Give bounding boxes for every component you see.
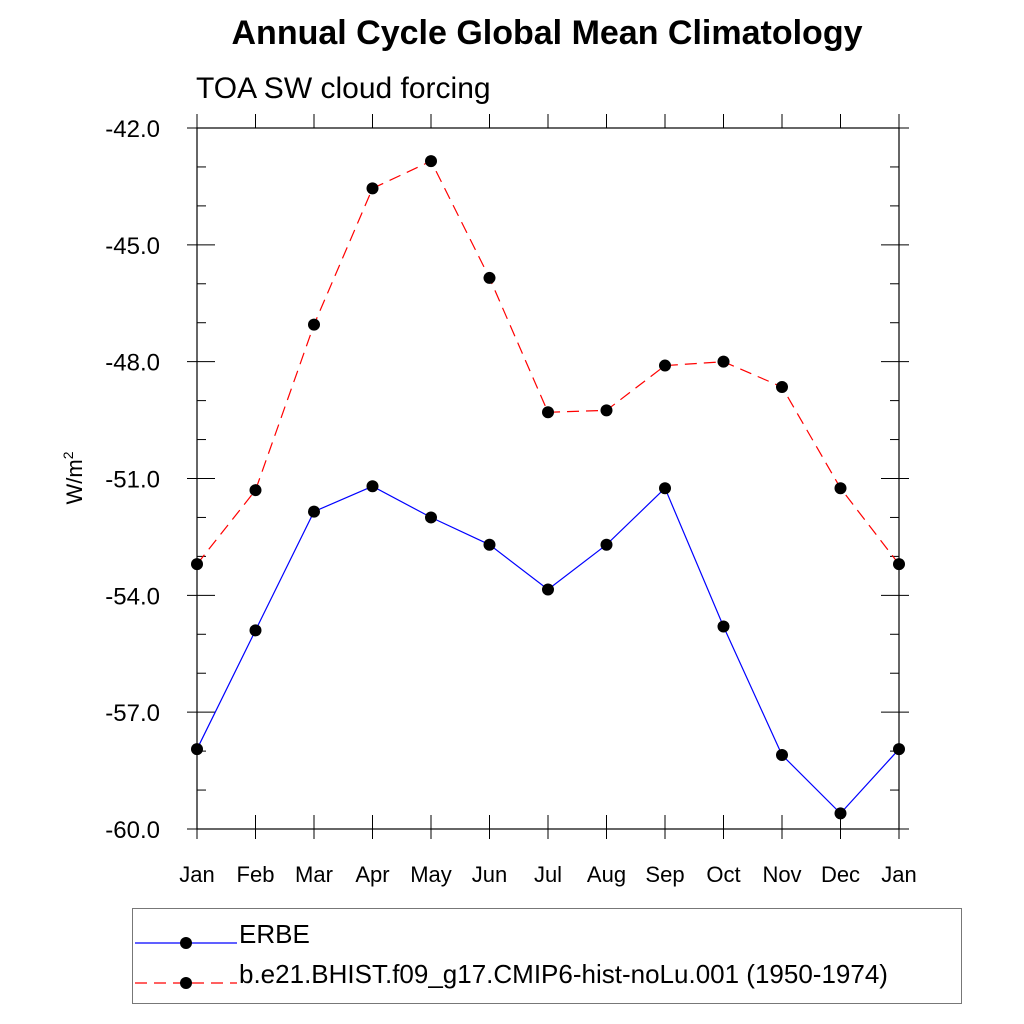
legend-swatch-erbe bbox=[135, 937, 237, 949]
series-1-point bbox=[600, 404, 613, 417]
y-axis-label: W/m2 bbox=[60, 451, 87, 504]
legend-label-erbe: ERBE bbox=[239, 919, 310, 949]
series-0-point bbox=[483, 538, 496, 551]
series-line-1 bbox=[196, 160, 900, 565]
series-1-point bbox=[542, 406, 554, 419]
x-tick-label: Mar bbox=[295, 862, 333, 887]
series-1-point bbox=[834, 482, 847, 495]
y-tick-label: -57.0 bbox=[105, 700, 160, 727]
x-tick-label: Nov bbox=[762, 862, 801, 887]
series-1-point bbox=[249, 484, 262, 497]
series-1-point bbox=[776, 380, 788, 393]
legend-label-model: b.e21.BHIST.f09_g17.CMIP6-hist-noLu.001 … bbox=[239, 959, 888, 989]
y-tick-label: -48.0 bbox=[105, 350, 160, 377]
series-0-point bbox=[425, 511, 437, 524]
x-tick-label: Dec bbox=[821, 862, 860, 887]
legend-swatch-model bbox=[135, 977, 237, 989]
axis-ticks bbox=[187, 114, 909, 839]
series-0-point bbox=[834, 807, 847, 820]
x-tick-label: Jan bbox=[179, 862, 214, 887]
series-0-point bbox=[308, 505, 320, 518]
x-tick-label: Jul bbox=[534, 862, 562, 887]
y-tick-label: -45.0 bbox=[105, 233, 160, 260]
series-1-point bbox=[483, 271, 496, 284]
y-tick-label: -60.0 bbox=[105, 817, 160, 844]
series-group bbox=[191, 155, 905, 820]
x-tick-label: Aug bbox=[587, 862, 626, 887]
series-0-point bbox=[366, 480, 379, 493]
series-0-point bbox=[191, 743, 203, 756]
series-0-point bbox=[659, 482, 671, 495]
x-tick-label: Jan bbox=[881, 862, 916, 887]
chart-subtitle: TOA SW cloud forcing bbox=[196, 72, 491, 105]
x-tick-label: Apr bbox=[355, 862, 389, 887]
series-1-point bbox=[425, 155, 437, 168]
x-tick-label: Oct bbox=[706, 862, 740, 887]
plot-frame bbox=[196, 127, 900, 830]
y-tick-label: -42.0 bbox=[105, 116, 160, 143]
series-1-point bbox=[366, 182, 379, 195]
series-0-point bbox=[776, 749, 788, 762]
series-line-0 bbox=[196, 485, 900, 815]
x-tick-label: Sep bbox=[645, 862, 684, 887]
legend-item-erbe: ERBE bbox=[133, 917, 961, 957]
series-1-point bbox=[893, 558, 905, 571]
x-tick-label: Jun bbox=[472, 862, 507, 887]
series-0-point bbox=[893, 743, 905, 756]
series-1-point bbox=[717, 355, 730, 368]
series-0-point bbox=[717, 620, 730, 633]
series-1-point bbox=[659, 359, 671, 372]
y-tick-labels: -42.0 -45.0 -48.0 -51.0 -54.0 -57.0 -60.0 bbox=[105, 116, 160, 844]
legend-item-model: b.e21.BHIST.f09_g17.CMIP6-hist-noLu.001 … bbox=[133, 957, 961, 997]
x-tick-labels: Jan Feb Mar Apr May Jun Jul Aug Sep Oct Nov Dec Jan bbox=[179, 862, 916, 887]
x-tick-label: May bbox=[410, 862, 452, 887]
x-tick-label: Feb bbox=[237, 862, 275, 887]
series-1-point bbox=[308, 318, 320, 331]
series-1-point bbox=[191, 558, 203, 571]
legend: ERBE b.e21.BHIST.f09_g17.CMIP6-hist-noLu… bbox=[132, 908, 962, 1004]
y-tick-label: -54.0 bbox=[105, 583, 160, 610]
series-0-point bbox=[542, 583, 554, 596]
y-tick-label: -51.0 bbox=[105, 467, 160, 494]
chart-title: Annual Cycle Global Mean Climatology bbox=[231, 14, 863, 52]
series-0-point bbox=[600, 538, 613, 551]
series-0-point bbox=[249, 624, 262, 637]
